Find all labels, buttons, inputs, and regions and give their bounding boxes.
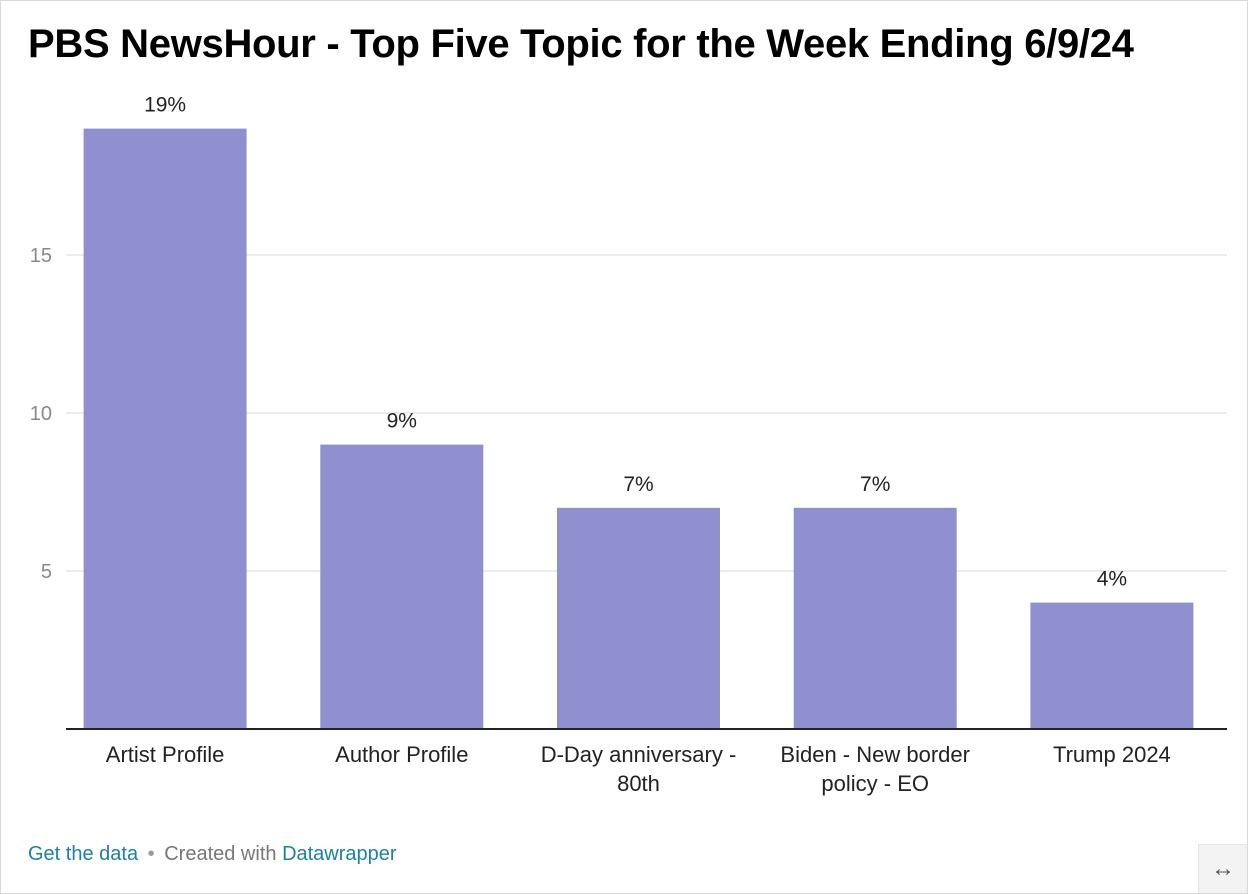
created-with-text: Created with <box>164 843 277 865</box>
data-label: 19% <box>144 94 186 117</box>
bar <box>793 507 957 729</box>
x-category-label: policy - EO <box>821 771 929 796</box>
footer: Get the data • Created with Datawrapper <box>28 843 397 866</box>
datawrapper-link[interactable]: Datawrapper <box>282 843 397 865</box>
x-category-label: Artist Profile <box>106 742 225 767</box>
data-label: 7% <box>623 473 653 496</box>
y-tick-label: 15 <box>30 245 52 267</box>
data-label: 4% <box>1097 568 1127 591</box>
expand-icon[interactable]: ↔ <box>1198 844 1247 893</box>
y-tick-label: 10 <box>30 403 52 425</box>
bar <box>320 444 484 729</box>
bar <box>83 128 247 730</box>
y-tick-label: 5 <box>41 561 52 583</box>
x-category-label: 80th <box>617 771 660 796</box>
bar <box>557 507 720 729</box>
data-label: 7% <box>860 473 890 496</box>
footer-separator: • <box>147 843 155 865</box>
x-category-label: Author Profile <box>335 742 468 767</box>
get-data-link[interactable]: Get the data <box>28 843 139 865</box>
data-label: 9% <box>387 410 417 433</box>
chart-title: PBS NewsHour - Top Five Topic for the We… <box>28 22 1134 66</box>
x-category-label: Trump 2024 <box>1053 742 1171 767</box>
x-category-label: Biden - New border <box>780 742 970 767</box>
x-category-label: D-Day anniversary - <box>541 742 737 767</box>
bar <box>1030 602 1194 729</box>
